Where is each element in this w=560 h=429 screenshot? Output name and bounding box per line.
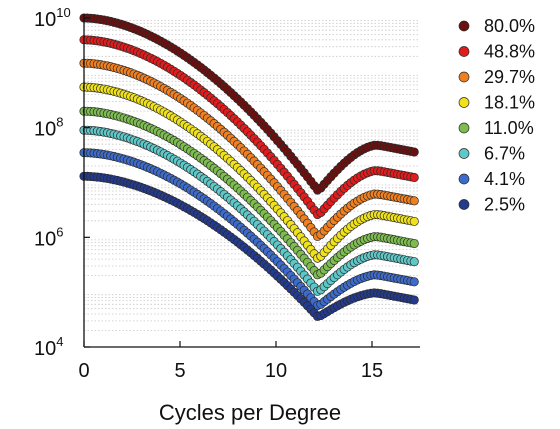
data-point <box>409 216 419 226</box>
legend-label: 29.7% <box>484 67 535 87</box>
y-tick-exponent: 6 <box>56 224 63 239</box>
data-point <box>409 277 419 287</box>
y-tick-base: 10 <box>34 228 56 250</box>
data-point <box>409 196 419 206</box>
legend-item: 2.5% <box>458 195 525 215</box>
legend-marker <box>458 46 470 57</box>
data-point <box>409 147 419 157</box>
data-point <box>409 257 419 267</box>
y-tick-label: 108 <box>34 115 63 141</box>
y-tick-exponent: 10 <box>56 5 70 20</box>
series-18.1% <box>79 82 419 263</box>
legend-item: 29.7% <box>458 67 535 87</box>
legend-marker <box>458 71 470 83</box>
y-tick-exponent: 4 <box>56 334 63 349</box>
series-80.0% <box>79 13 419 195</box>
legend: 80.0% 48.8% 29.7% 18.1% 11.0% 6.7% 4.1% 2.5% <box>458 16 535 215</box>
x-axis-title: Cycles per Degree <box>159 400 341 425</box>
legend-label: 4.1% <box>484 169 525 189</box>
legend-item: 80.0% <box>458 16 535 36</box>
legend-marker <box>458 173 470 185</box>
legend-item: 48.8% <box>458 42 535 62</box>
legend-label: 11.0% <box>484 118 534 138</box>
x-axis-ticks: 0 5 10 15 <box>78 341 383 382</box>
legend-marker <box>458 148 470 159</box>
legend-item: 6.7% <box>458 144 525 164</box>
x-tick-label: 5 <box>174 360 185 382</box>
y-tick-base: 10 <box>34 119 56 141</box>
legend-marker <box>458 97 470 108</box>
x-tick-label: 10 <box>265 360 287 382</box>
y-tick-base: 10 <box>34 9 56 31</box>
series-48.8% <box>79 35 419 220</box>
y-tick-label: 1010 <box>34 5 71 31</box>
series-11.0% <box>79 106 419 280</box>
legend-item: 11.0% <box>458 118 534 138</box>
legend-item: 4.1% <box>458 169 525 189</box>
data-point <box>409 172 419 183</box>
legend-marker <box>458 20 470 32</box>
legend-label: 6.7% <box>484 144 525 164</box>
x-tick-label: 15 <box>361 360 383 382</box>
legend-label: 2.5% <box>484 195 525 215</box>
x-tick-label: 0 <box>78 360 89 382</box>
y-tick-base: 10 <box>34 338 56 360</box>
legend-label: 48.8% <box>484 42 535 62</box>
y-tick-label: 106 <box>34 224 63 250</box>
legend-label: 18.1% <box>484 93 535 113</box>
series-6.7% <box>79 125 419 296</box>
legend-marker <box>458 199 470 210</box>
legend-label: 80.0% <box>484 16 535 36</box>
legend-item: 18.1% <box>458 93 535 113</box>
y-tick-exponent: 8 <box>56 115 63 130</box>
axes <box>83 14 420 348</box>
data-point <box>409 295 419 305</box>
series-29.7% <box>79 58 419 241</box>
legend-marker <box>458 122 470 134</box>
data-point <box>409 238 419 249</box>
data-points <box>79 13 419 321</box>
series-4.1% <box>79 148 419 311</box>
y-tick-label: 104 <box>34 334 63 360</box>
